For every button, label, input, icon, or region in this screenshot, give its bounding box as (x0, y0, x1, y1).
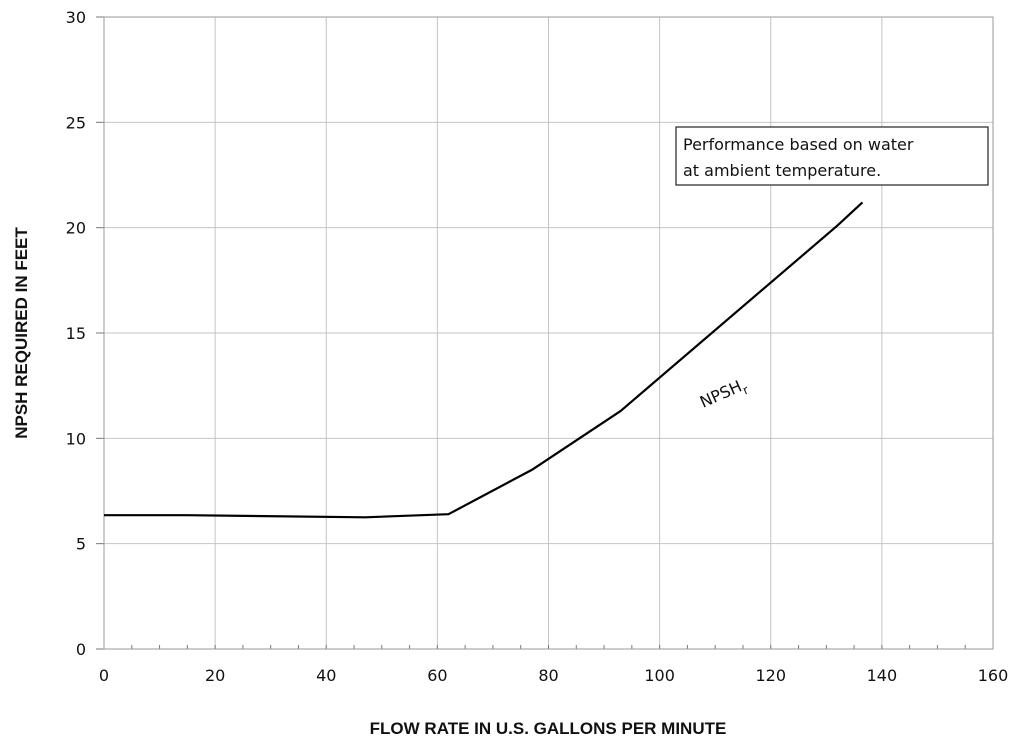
series-group (104, 201, 864, 519)
annotation-line-2: at ambient temperature. (683, 161, 881, 180)
minor-ticks (96, 16, 994, 650)
x-axis-title: FLOW RATE IN U.S. GALLONS PER MINUTE (370, 719, 727, 738)
curve-label: NPSHr (697, 374, 751, 415)
y-tick-label: 5 (76, 535, 86, 554)
npsh-curve (104, 201, 864, 519)
y-tick-label: 0 (76, 640, 86, 659)
y-tick-labels: 0 5 10 15 20 25 30 (66, 8, 86, 659)
plot-frame (103, 16, 994, 650)
y-tick-label: 10 (66, 429, 86, 448)
y-axis-title: NPSH REQUIRED IN FEET (12, 227, 31, 439)
x-tick-label: 20 (205, 666, 225, 685)
x-tick-label: 160 (978, 666, 1009, 685)
curve-label-text: NPSHr (697, 374, 751, 415)
x-tick-label: 80 (538, 666, 558, 685)
y-tick-label: 30 (66, 8, 86, 27)
annotation-frame (675, 126, 989, 186)
x-tick-label: 60 (427, 666, 447, 685)
y-tick-label: 25 (66, 113, 86, 132)
x-tick-label: 100 (644, 666, 675, 685)
y-tick-label: 20 (66, 219, 86, 238)
x-tick-label: 120 (755, 666, 786, 685)
annotation-line-1: Performance based on water (683, 135, 914, 154)
x-tick-label: 40 (316, 666, 336, 685)
x-tick-label: 140 (867, 666, 898, 685)
y-tick-label: 15 (66, 324, 86, 343)
x-tick-label: 0 (99, 666, 109, 685)
grid-lines (103, 16, 994, 650)
annotation-box: Performance based on water at ambient te… (675, 126, 989, 186)
x-tick-labels: 0 20 40 60 80 100 120 140 160 (99, 666, 1008, 685)
